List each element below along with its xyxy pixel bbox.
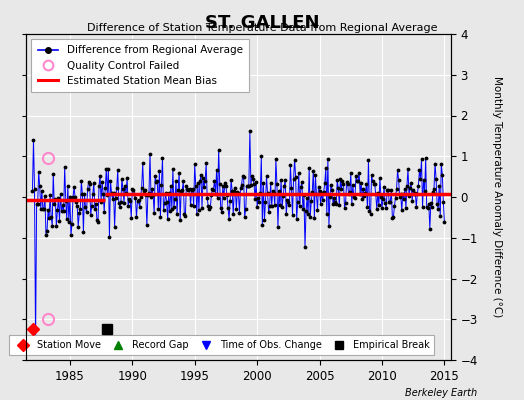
Text: Difference of Station Temperature Data from Regional Average: Difference of Station Temperature Data f…: [87, 23, 437, 33]
Text: Berkeley Earth: Berkeley Earth: [405, 388, 477, 398]
Legend: Station Move, Record Gap, Time of Obs. Change, Empirical Break: Station Move, Record Gap, Time of Obs. C…: [8, 336, 434, 355]
Text: ST. GALLEN: ST. GALLEN: [205, 14, 319, 32]
Y-axis label: Monthly Temperature Anomaly Difference (°C): Monthly Temperature Anomaly Difference (…: [492, 76, 501, 318]
